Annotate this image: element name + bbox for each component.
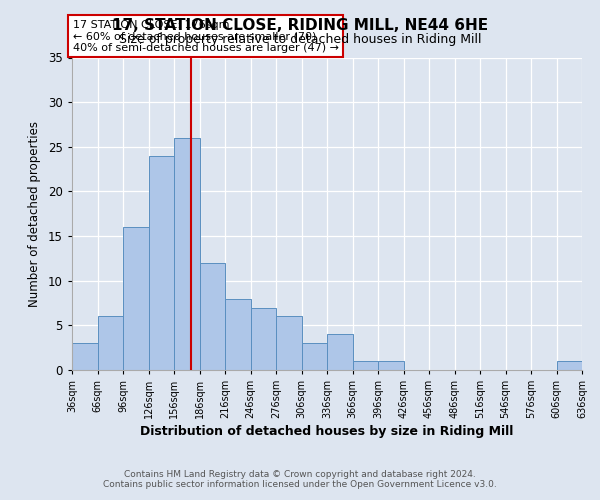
Y-axis label: Number of detached properties: Number of detached properties <box>28 120 41 306</box>
Bar <box>353 361 378 370</box>
X-axis label: Distribution of detached houses by size in Riding Mill: Distribution of detached houses by size … <box>140 426 514 438</box>
Bar <box>276 316 302 370</box>
Text: Contains HM Land Registry data © Crown copyright and database right 2024.
Contai: Contains HM Land Registry data © Crown c… <box>103 470 497 489</box>
Text: 17 STATION CLOSE: 176sqm
← 60% of detached houses are smaller (70)
40% of semi-d: 17 STATION CLOSE: 176sqm ← 60% of detach… <box>73 20 339 53</box>
Bar <box>72 343 97 370</box>
Bar <box>123 227 149 370</box>
Text: 17, STATION CLOSE, RIDING MILL, NE44 6HE: 17, STATION CLOSE, RIDING MILL, NE44 6HE <box>112 18 488 32</box>
Bar <box>225 298 251 370</box>
Bar <box>97 316 123 370</box>
Text: Size of property relative to detached houses in Riding Mill: Size of property relative to detached ho… <box>119 32 481 46</box>
Bar <box>149 156 174 370</box>
Bar <box>302 343 327 370</box>
Bar <box>327 334 353 370</box>
Bar <box>251 308 276 370</box>
Bar <box>174 138 200 370</box>
Bar <box>378 361 404 370</box>
Bar <box>200 263 225 370</box>
Bar <box>557 361 582 370</box>
